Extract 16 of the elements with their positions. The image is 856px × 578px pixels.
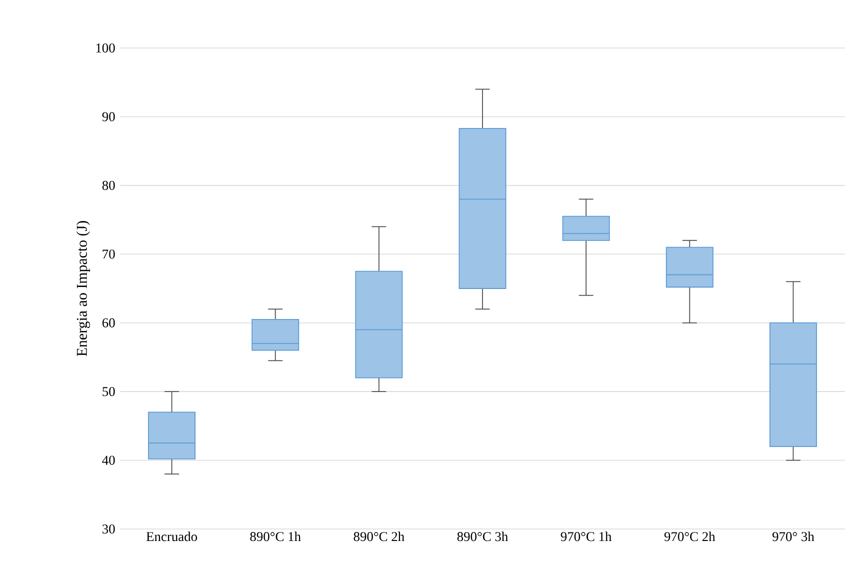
y-tick-label: 50 [102,387,115,396]
x-tick-label: 970°C 2h [664,532,716,542]
y-tick-label: 70 [102,250,115,259]
x-tick-label: 890°C 1h [250,532,301,542]
y-tick-label: 80 [102,180,115,190]
x-tick-label: 890°C 2h [354,532,404,542]
y-tick-label: 40 [102,456,115,465]
y-tick-label: 90 [102,112,115,122]
x-tick-label: 970°C 1h [560,532,612,542]
y-tick-label: 100 [96,43,115,53]
y-tick-label: 60 [102,318,115,328]
x-tick-label: Encruado [146,532,198,542]
x-tick-label: 890°C 3h [457,532,508,542]
y-axis-title: Energia ao Impacto (J) [76,221,90,356]
y-tick-label: 30 [102,524,115,534]
x-tick-label: 970° 3h [772,532,814,542]
